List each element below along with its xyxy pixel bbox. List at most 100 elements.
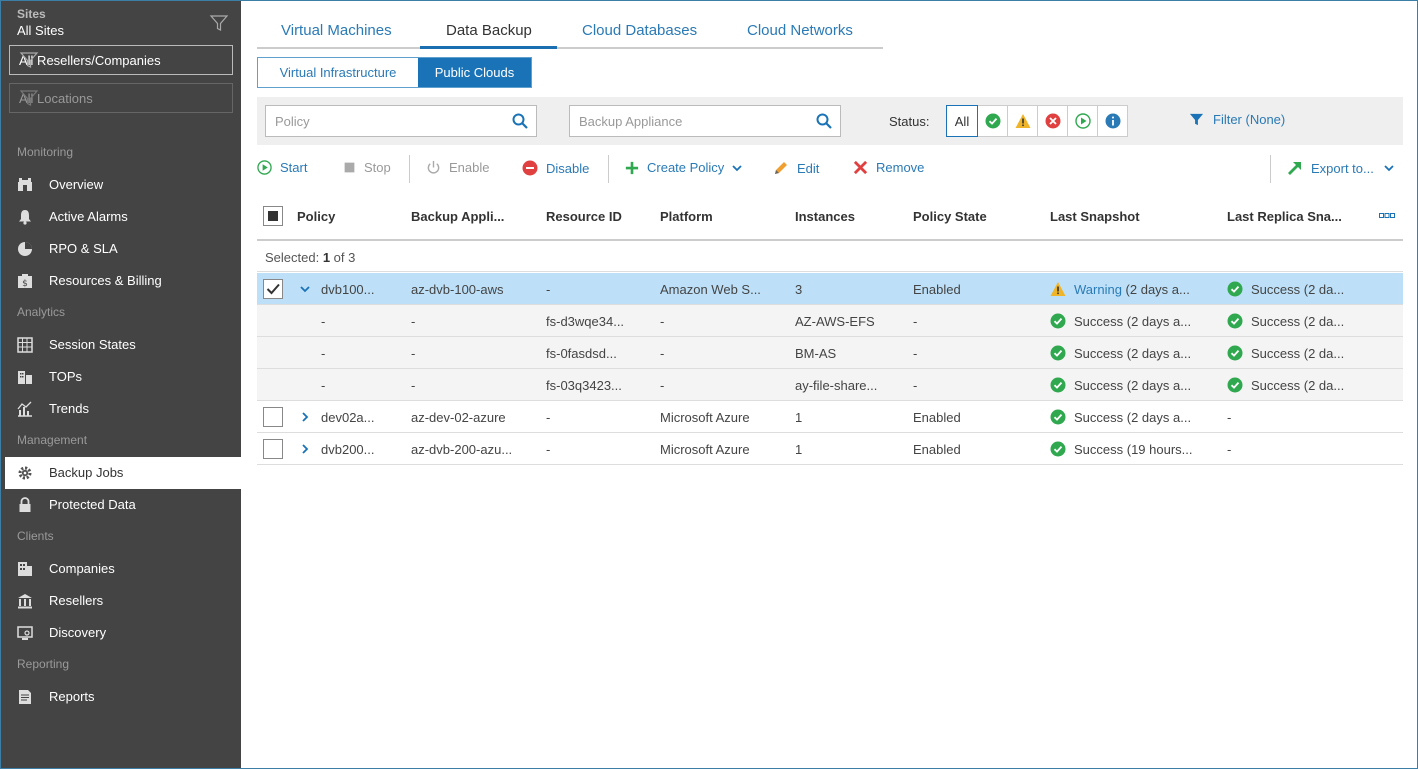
nav-active-alarms[interactable]: Active Alarms bbox=[1, 201, 241, 233]
enable-label: Enable bbox=[449, 160, 490, 175]
cell-resource-id: - bbox=[546, 410, 551, 425]
filter-link[interactable]: Filter (None) bbox=[1189, 112, 1285, 127]
location-selector[interactable]: All Locations bbox=[9, 83, 233, 113]
cell-platform: - bbox=[660, 346, 665, 361]
col-last-snapshot[interactable]: Last Snapshot bbox=[1050, 209, 1140, 224]
policy-search-input[interactable] bbox=[266, 106, 536, 136]
cell-platform: Microsoft Azure bbox=[660, 442, 750, 457]
export-button[interactable]: Export to... bbox=[1287, 160, 1394, 176]
chevron-down-icon[interactable] bbox=[299, 283, 311, 295]
create-policy-button[interactable]: Create Policy bbox=[625, 160, 742, 175]
success-icon bbox=[1227, 377, 1243, 393]
disable-label: Disable bbox=[546, 160, 590, 176]
play-circle-icon bbox=[1074, 113, 1091, 129]
reseller-funnel-icon[interactable] bbox=[19, 50, 39, 70]
row-checkbox[interactable] bbox=[263, 407, 283, 427]
cell-instances: 1 bbox=[795, 410, 803, 425]
col-last-replica[interactable]: Last Replica Sna... bbox=[1227, 209, 1342, 224]
nav-tops[interactable]: TOPs bbox=[1, 361, 241, 393]
nav-overview[interactable]: Overview bbox=[1, 169, 241, 201]
chevron-right-icon[interactable] bbox=[299, 411, 311, 423]
tab-virtual-machines[interactable]: Virtual Machines bbox=[281, 22, 392, 39]
site-selector[interactable]: Sites All Sites bbox=[9, 5, 233, 43]
snapshot-status: Success (19 hours... bbox=[1074, 441, 1193, 457]
cell-platform: - bbox=[660, 314, 665, 329]
replica-status: Success (2 da... bbox=[1251, 377, 1345, 393]
nav-companies[interactable]: Companies bbox=[1, 553, 241, 585]
reseller-selector[interactable]: All Resellers/Companies bbox=[9, 45, 233, 75]
tab-cloud-databases[interactable]: Cloud Databases bbox=[582, 22, 698, 39]
start-button[interactable]: Start bbox=[257, 160, 307, 175]
subtab-public-clouds[interactable]: Public Clouds bbox=[418, 58, 531, 87]
table-row[interactable]: - - fs-0fasdsd... - BM-AS - Success (2 d… bbox=[257, 337, 1403, 369]
disable-button[interactable]: Disable bbox=[522, 160, 589, 176]
status-label: Status: bbox=[889, 114, 930, 129]
remove-button[interactable]: Remove bbox=[853, 160, 924, 175]
status-warning-button[interactable] bbox=[1007, 105, 1038, 137]
col-instances[interactable]: Instances bbox=[795, 209, 855, 224]
nav-session-states[interactable]: Session States bbox=[1, 329, 241, 361]
selected-count: 1 bbox=[322, 250, 331, 265]
enable-button[interactable]: Enable bbox=[426, 160, 489, 175]
sites-funnel-icon[interactable] bbox=[209, 13, 229, 33]
appliance-search-input[interactable] bbox=[570, 106, 840, 136]
column-options-icon[interactable] bbox=[1379, 212, 1395, 220]
col-platform[interactable]: Platform bbox=[660, 209, 713, 224]
snapshot-warning-link[interactable]: Warning bbox=[1074, 281, 1122, 297]
col-policy-state[interactable]: Policy State bbox=[913, 209, 987, 224]
status-info-button[interactable] bbox=[1097, 105, 1128, 137]
select-all-checkbox[interactable] bbox=[263, 206, 283, 226]
nav-protected-data[interactable]: Protected Data bbox=[1, 489, 241, 521]
edit-button[interactable]: Edit bbox=[773, 160, 819, 176]
monitor-icon bbox=[17, 625, 33, 641]
table-row[interactable]: dev02a... az-dev-02-azure - Microsoft Az… bbox=[257, 401, 1403, 433]
nav-trends-label: Trends bbox=[49, 401, 89, 416]
cell-resource-id: fs-d3wqe34... bbox=[546, 314, 625, 329]
nav-rpo-sla[interactable]: RPO & SLA bbox=[1, 233, 241, 265]
subtab-virtual-infrastructure[interactable]: Virtual Infrastructure bbox=[279, 65, 397, 80]
search-icon[interactable] bbox=[816, 113, 832, 129]
row-checkbox[interactable] bbox=[263, 279, 283, 299]
section-reporting: Reporting bbox=[17, 657, 70, 671]
table-row[interactable]: - - fs-d3wqe34... - AZ-AWS-EFS - Success… bbox=[257, 305, 1403, 337]
chevron-down-icon bbox=[732, 164, 742, 171]
tab-data-backup[interactable]: Data Backup bbox=[446, 22, 532, 39]
table-row[interactable]: dvb200... az-dvb-200-azu... - Microsoft … bbox=[257, 433, 1403, 465]
col-resource-id[interactable]: Resource ID bbox=[546, 209, 622, 224]
info-icon bbox=[1105, 113, 1120, 129]
nav-backup-jobs-label: Backup Jobs bbox=[49, 465, 124, 480]
row-checkbox[interactable] bbox=[263, 439, 283, 459]
col-policy[interactable]: Policy bbox=[297, 209, 336, 224]
nav-resources-billing[interactable]: $ Resources & Billing bbox=[1, 265, 241, 297]
create-policy-label: Create Policy bbox=[647, 160, 725, 175]
stop-button[interactable]: Stop bbox=[343, 160, 391, 175]
status-running-button[interactable] bbox=[1067, 105, 1098, 137]
calendar-grid-icon bbox=[17, 337, 33, 353]
office-building-icon bbox=[17, 561, 33, 577]
cell-appliance: az-dev-02-azure bbox=[411, 410, 506, 425]
nav-reports[interactable]: Reports bbox=[1, 681, 241, 713]
export-label: Export to... bbox=[1311, 160, 1374, 176]
replica-status: Success (2 da... bbox=[1251, 313, 1345, 329]
section-clients: Clients bbox=[17, 529, 54, 543]
location-funnel-icon[interactable] bbox=[19, 88, 39, 108]
nav-backup-jobs[interactable]: Backup Jobs bbox=[5, 457, 251, 489]
tab-cloud-networks[interactable]: Cloud Networks bbox=[747, 22, 853, 39]
chevron-right-icon[interactable] bbox=[299, 443, 311, 455]
cell-instances: BM-AS bbox=[795, 346, 837, 361]
status-error-button[interactable] bbox=[1037, 105, 1068, 137]
nav-resellers[interactable]: Resellers bbox=[1, 585, 241, 617]
filter-bar: Status: All Filter (None) bbox=[257, 97, 1403, 145]
status-success-button[interactable] bbox=[977, 105, 1008, 137]
nav-discovery[interactable]: Discovery bbox=[1, 617, 241, 649]
table-row[interactable]: dvb100... az-dvb-100-aws - Amazon Web S.… bbox=[257, 273, 1403, 305]
stop-icon bbox=[344, 162, 355, 173]
nav-session-states-label: Session States bbox=[49, 337, 136, 352]
lock-icon bbox=[17, 497, 33, 513]
cell-policy: - bbox=[321, 314, 326, 329]
status-all-button[interactable]: All bbox=[946, 105, 978, 137]
table-row[interactable]: - - fs-03q3423... - ay-file-share... - S… bbox=[257, 369, 1403, 401]
search-icon[interactable] bbox=[512, 113, 528, 129]
nav-trends[interactable]: Trends bbox=[1, 393, 241, 425]
col-backup-appliance[interactable]: Backup Appli... bbox=[411, 209, 505, 224]
